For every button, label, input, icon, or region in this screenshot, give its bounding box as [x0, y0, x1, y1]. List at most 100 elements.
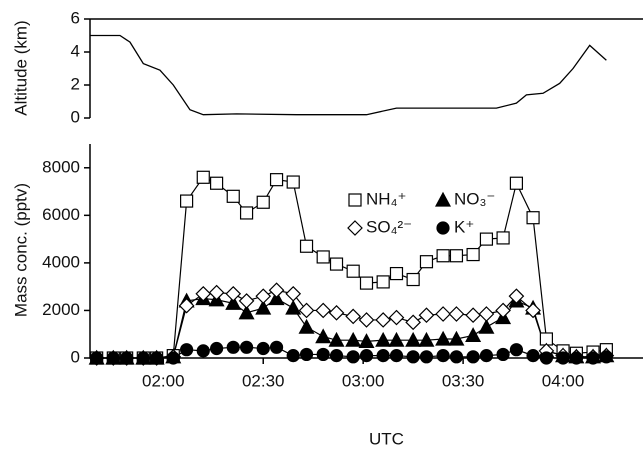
x-tick-label: 02:00 [142, 371, 185, 390]
marker [496, 347, 510, 362]
marker [226, 340, 240, 354]
x-axis-label: UTC [369, 429, 404, 448]
marker [348, 193, 362, 207]
line [90, 34, 607, 116]
marker [286, 175, 300, 189]
marker [375, 331, 392, 347]
marker [166, 351, 180, 365]
marker [358, 312, 375, 328]
marker [434, 191, 452, 207]
marker [328, 304, 345, 321]
y-tick-label: 2 [71, 74, 80, 93]
marker [418, 307, 435, 324]
marker [298, 318, 315, 334]
marker [106, 351, 120, 365]
marker [329, 349, 344, 363]
marker [479, 232, 494, 246]
marker [436, 349, 450, 363]
marker [196, 344, 210, 358]
marker [466, 247, 480, 262]
marker [299, 239, 314, 253]
marker [448, 330, 465, 346]
marker [599, 350, 613, 364]
series-line [96, 289, 607, 359]
marker [347, 220, 363, 236]
marker [239, 206, 254, 220]
marker [178, 297, 195, 314]
marker [255, 288, 272, 305]
marker [225, 285, 242, 302]
marker [316, 347, 330, 362]
marker [196, 170, 210, 184]
legend-label: SO₄²⁻ [366, 217, 412, 236]
marker [435, 330, 452, 346]
marker [238, 304, 255, 320]
marker [376, 275, 390, 289]
y-tick-label: 6000 [42, 205, 80, 224]
marker [465, 327, 482, 343]
marker [435, 306, 451, 322]
y-tick-label: 4 [71, 41, 80, 60]
marker [298, 302, 315, 319]
marker [556, 351, 570, 365]
marker [479, 349, 494, 363]
marker [136, 351, 150, 365]
y-tick-label: 0 [71, 347, 80, 366]
marker [449, 249, 464, 263]
y-tick-label: 0 [71, 107, 80, 126]
x-tick-label: 02:30 [242, 371, 285, 390]
x-tick-label: 04:00 [542, 371, 585, 390]
marker [586, 351, 600, 365]
marker [345, 308, 362, 325]
marker [269, 173, 284, 187]
marker [526, 349, 540, 363]
marker [419, 255, 434, 269]
marker [526, 211, 540, 225]
marker [388, 331, 405, 347]
marker [90, 351, 104, 365]
marker [286, 349, 300, 363]
marker [405, 314, 421, 331]
marker [405, 331, 422, 347]
marker [448, 306, 465, 322]
marker [328, 331, 345, 347]
marker [436, 249, 450, 263]
marker [195, 285, 212, 302]
marker [180, 194, 194, 208]
marker [376, 349, 390, 363]
legend-label: NH₄⁺ [366, 189, 406, 208]
marker [268, 282, 285, 299]
plot-area [88, 170, 615, 366]
x-tick-label: 03:00 [342, 371, 385, 390]
marker [436, 221, 450, 235]
marker [285, 299, 302, 315]
legend-label: K⁺ [454, 217, 474, 236]
y-tick-label: 4000 [42, 252, 80, 271]
marker [359, 276, 374, 290]
legend-label: NO₃⁻ [454, 189, 495, 208]
marker [208, 284, 225, 301]
marker [256, 341, 270, 356]
marker [209, 341, 224, 356]
marker [269, 340, 284, 354]
marker [478, 318, 495, 334]
marker [226, 189, 240, 203]
marker [495, 302, 511, 319]
marker [388, 309, 405, 326]
marker [345, 331, 362, 347]
plot-area [90, 34, 607, 116]
marker [346, 350, 360, 364]
marker [525, 302, 541, 319]
marker [496, 231, 510, 245]
marker [389, 349, 404, 363]
marker [315, 302, 332, 319]
marker [285, 285, 302, 302]
marker [329, 257, 344, 271]
marker [150, 351, 164, 365]
marker [255, 299, 272, 315]
marker [180, 343, 194, 357]
marker [539, 351, 553, 365]
marker [465, 307, 481, 324]
marker [418, 331, 435, 347]
